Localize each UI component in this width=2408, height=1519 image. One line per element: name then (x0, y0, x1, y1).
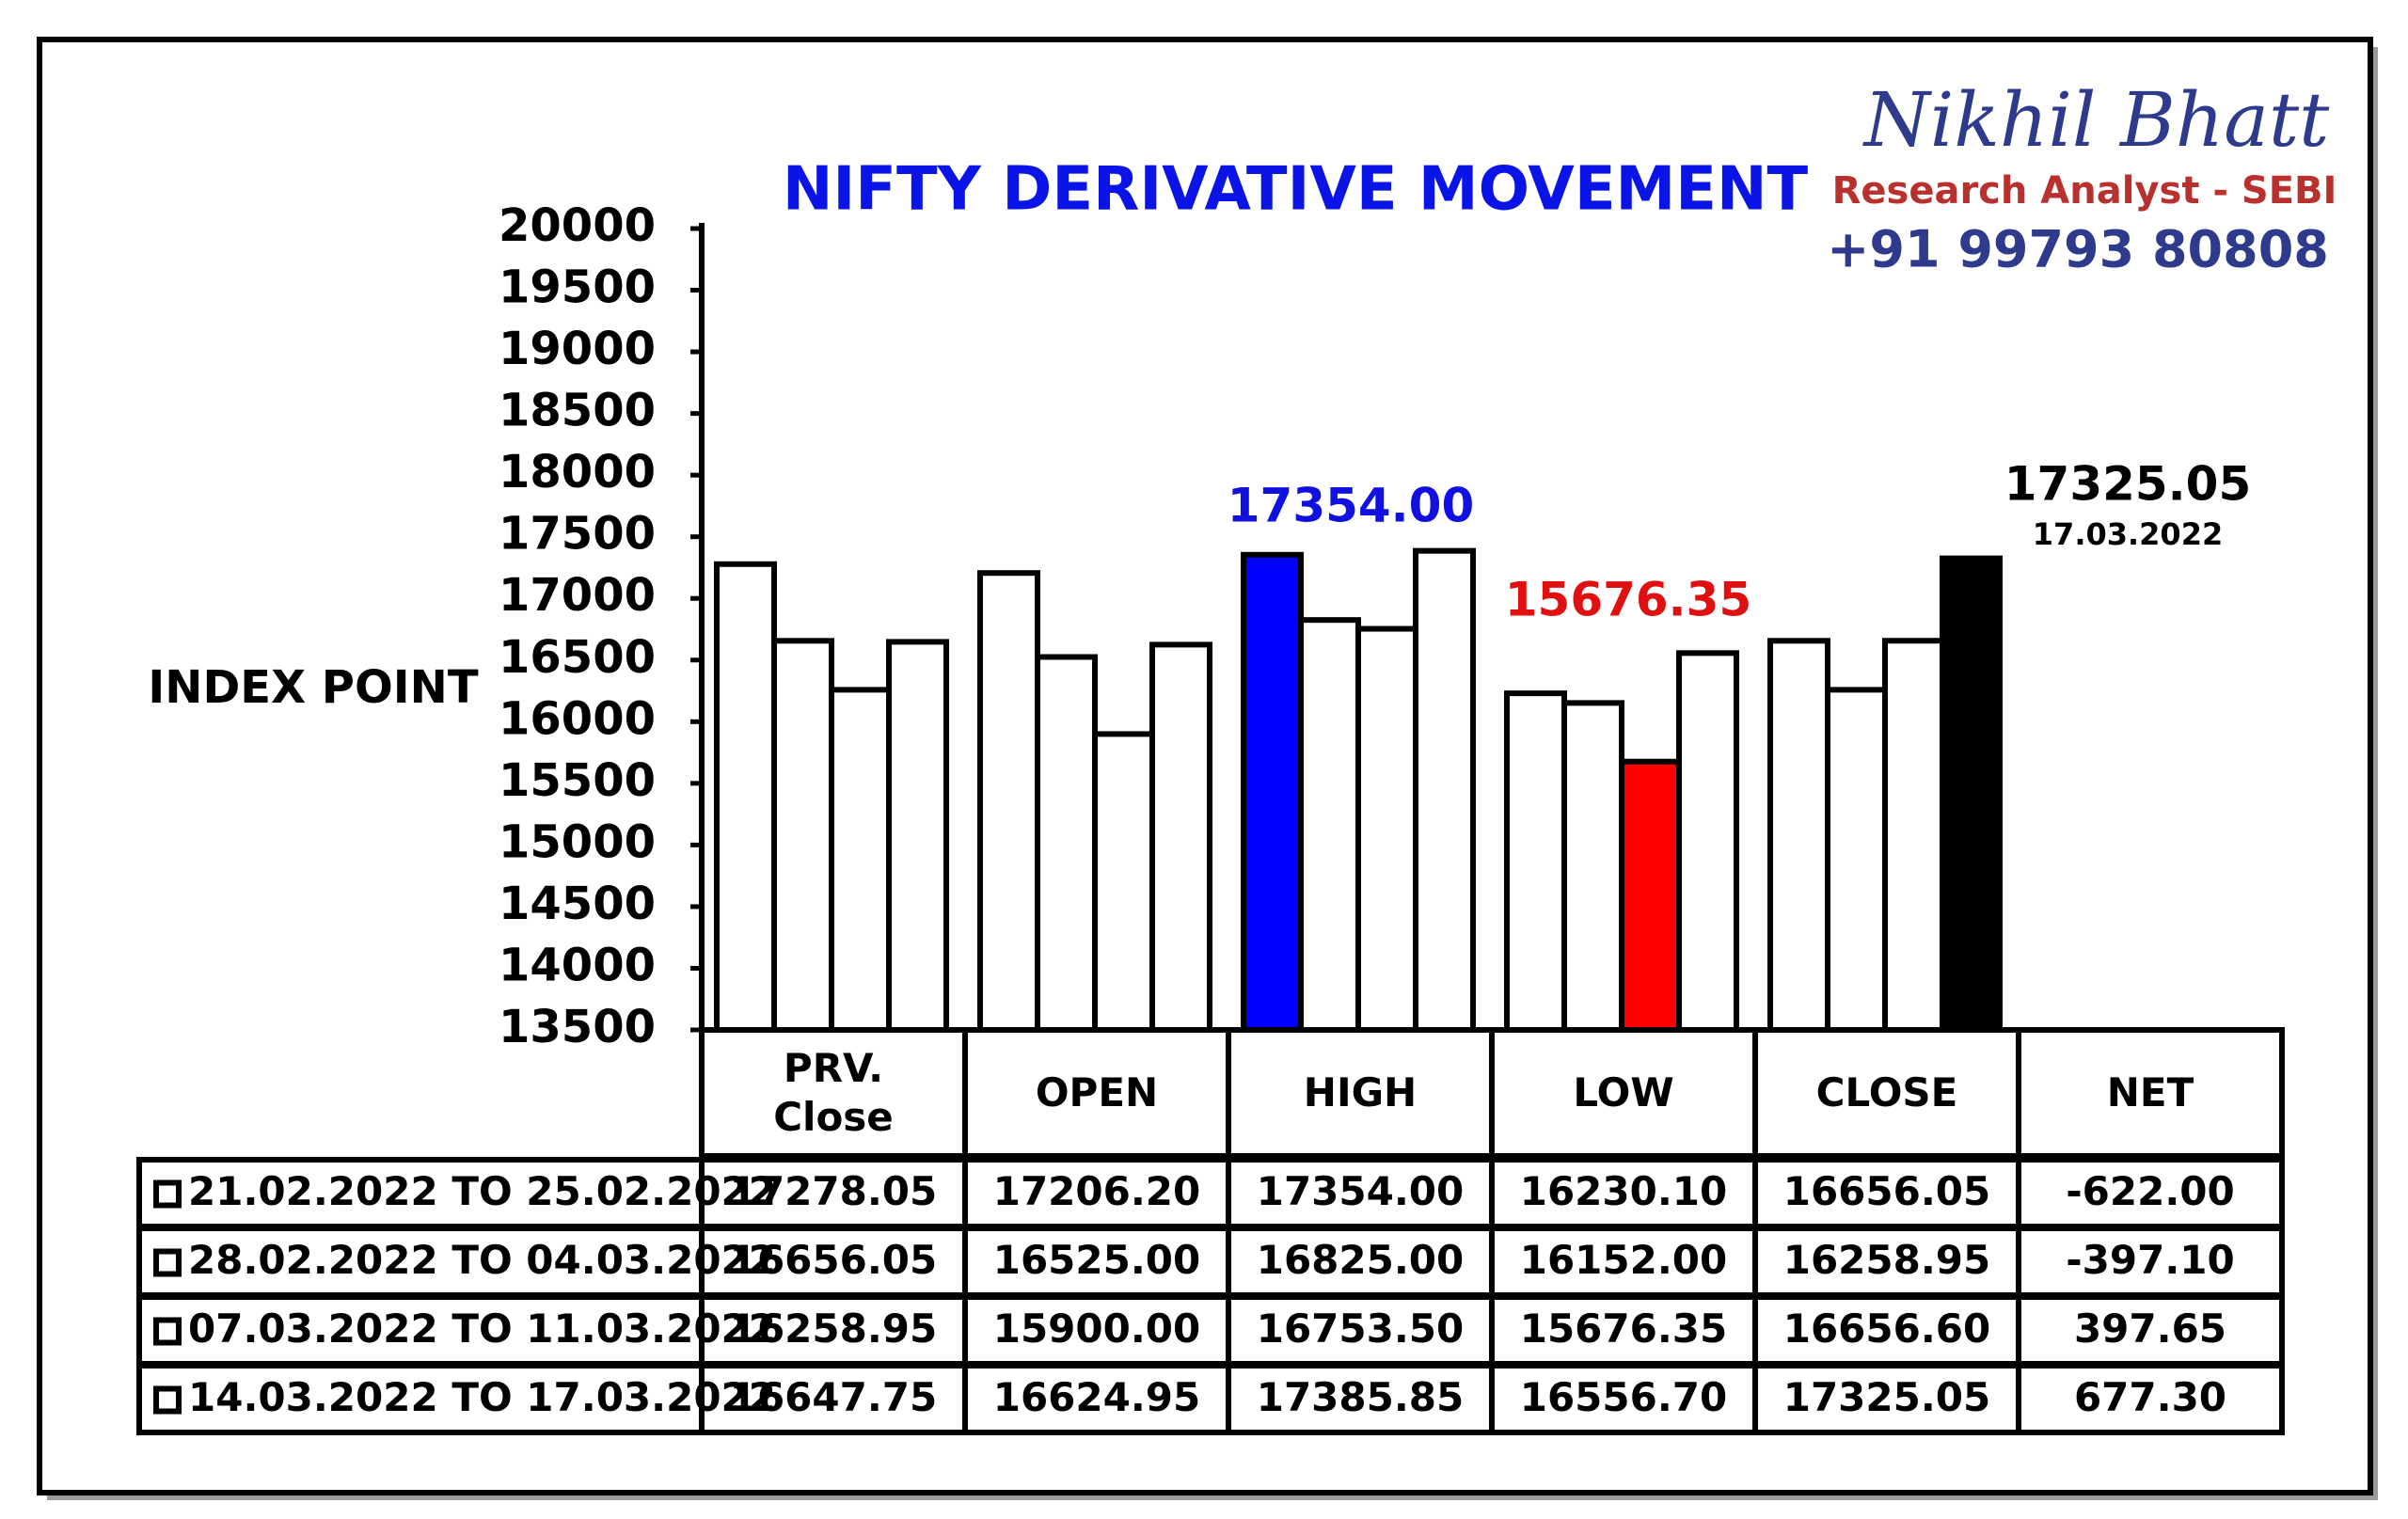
table-value: 17325.05 (1783, 1374, 1991, 1420)
table-value: 677.30 (2074, 1374, 2226, 1420)
bar (1413, 547, 1476, 1033)
column-header: PRV. Close (702, 1030, 965, 1156)
y-tick-label: 20000 (499, 199, 656, 252)
header-text: HIGH (1303, 1068, 1418, 1116)
bar (829, 687, 892, 1033)
table-value: -622.00 (2066, 1168, 2235, 1214)
legend-icon (153, 1385, 182, 1415)
table-value: -397.10 (2066, 1237, 2235, 1283)
table-value: 15676.35 (1520, 1305, 1728, 1352)
y-tick-label: 17000 (499, 569, 656, 622)
y-tick-label: 14000 (499, 939, 656, 991)
bar (1298, 617, 1361, 1034)
table-value: 16258.95 (730, 1305, 938, 1352)
bar (1241, 551, 1304, 1033)
y-tick-label: 19000 (499, 323, 656, 375)
table-row-border (136, 1363, 2285, 1435)
table-value: 16152.00 (1520, 1237, 1728, 1283)
table-value: 17206.20 (993, 1168, 1201, 1214)
table-value: 16825.00 (1257, 1237, 1465, 1283)
y-tick-label: 15000 (499, 815, 656, 868)
column-header: CLOSE (1755, 1030, 2019, 1156)
y-axis-label: INDEX POINT (148, 661, 478, 714)
table-value: 16656.60 (1783, 1305, 1991, 1352)
header-text: NET (2106, 1068, 2194, 1116)
table-value: 397.65 (2074, 1305, 2226, 1352)
table-value: 16230.10 (1520, 1168, 1728, 1214)
table-value: 16556.70 (1520, 1374, 1728, 1420)
brand-name: Nikhil Bhatt (1862, 76, 2330, 164)
bar (771, 638, 834, 1034)
bar (1940, 555, 2003, 1033)
table-value: 16647.75 (730, 1374, 938, 1420)
row-label: 07.03.2022 TO 11.03.2022 (188, 1305, 776, 1352)
bar (886, 639, 949, 1033)
bar (1561, 700, 1624, 1033)
y-tick-label: 16500 (499, 631, 656, 684)
table-value: 17354.00 (1257, 1168, 1465, 1214)
legend-icon (153, 1179, 182, 1209)
chart-title: NIFTY DERIVATIVE MOVEMENT (783, 155, 1809, 225)
bar (1092, 731, 1155, 1034)
header-text: CLOSE (1815, 1068, 1958, 1116)
row-label: 21.02.2022 TO 25.02.2022 (188, 1168, 776, 1214)
header-text: LOW (1573, 1068, 1674, 1116)
annotation: 17.03.2022 (2033, 516, 2223, 552)
column-header: NET (2019, 1030, 2282, 1156)
bar (714, 561, 777, 1034)
table-value: 16753.50 (1257, 1305, 1465, 1352)
row-label: 28.02.2022 TO 04.03.2022 (188, 1237, 776, 1283)
brand-role: Research Analyst - SEBI (1832, 169, 2337, 213)
column-header: OPEN (965, 1030, 1228, 1156)
bar (1355, 625, 1418, 1034)
header-text: OPEN (1035, 1068, 1159, 1116)
column-header: HIGH (1228, 1030, 1492, 1156)
table-value: 17385.85 (1257, 1374, 1465, 1420)
bar (1035, 654, 1098, 1033)
annotation: 17354.00 (1228, 479, 1475, 533)
bar (1882, 638, 1945, 1034)
bar (1767, 638, 1830, 1034)
table-value: 15900.00 (993, 1305, 1201, 1352)
y-tick-label: 16000 (499, 692, 656, 745)
y-tick-label: 14500 (499, 878, 656, 930)
brand-phone: +91 99793 80808 (1827, 220, 2329, 279)
legend-icon (153, 1248, 182, 1277)
table-value: 16656.05 (730, 1237, 938, 1283)
y-tick-label: 13500 (499, 1001, 656, 1053)
row-label: 14.03.2022 TO 17.03.2022 (188, 1374, 776, 1420)
y-tick-label: 18500 (499, 385, 656, 437)
table-value: 16258.95 (1783, 1237, 1991, 1283)
bar (1619, 758, 1682, 1033)
table-value: 16624.95 (993, 1374, 1201, 1420)
column-header: LOW (1492, 1030, 1755, 1156)
header-text: PRV. Close (773, 1044, 894, 1141)
y-tick-label: 19500 (499, 261, 656, 314)
bar (1825, 687, 1888, 1033)
table-value: 17278.05 (730, 1168, 938, 1214)
bar (1504, 690, 1567, 1034)
bar (1149, 641, 1212, 1033)
y-tick-label: 17500 (499, 508, 656, 561)
bar (977, 570, 1040, 1033)
y-tick-label: 18000 (499, 446, 656, 498)
annotation: 15676.35 (1505, 573, 1752, 627)
annotation: 17325.05 (2004, 457, 2252, 512)
y-tick-label: 15500 (499, 754, 656, 807)
legend-icon (153, 1317, 182, 1346)
table-value: 16525.00 (993, 1237, 1201, 1283)
bar (1676, 650, 1739, 1033)
table-value: 16656.05 (1783, 1168, 1991, 1214)
